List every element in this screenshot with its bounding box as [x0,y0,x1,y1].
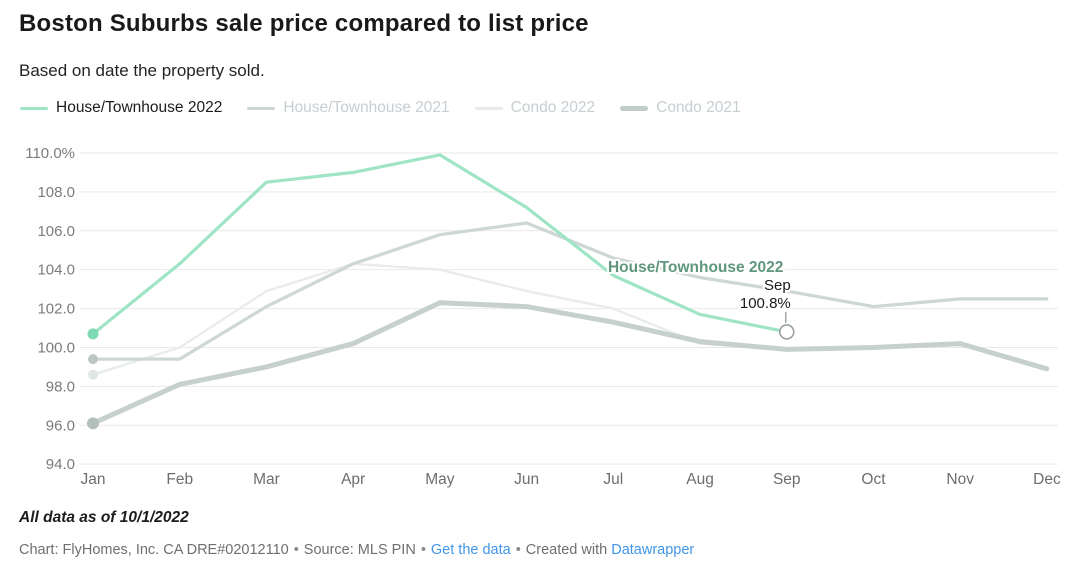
legend-item-condo-2022[interactable]: Condo 2022 [474,99,596,117]
datawrapper-link[interactable]: Datawrapper [611,542,695,558]
page-title: Boston Suburbs sale price compared to li… [19,10,589,37]
legend-label: House/Townhouse 2022 [56,99,223,116]
series-line-house-townhouse-2022 [91,153,789,336]
x-tick-label: May [425,471,455,488]
legend-line-swatch [474,106,503,110]
byline: Chart: FlyHomes, Inc. CA DRE#02012110 [19,542,289,558]
x-tick-label: Nov [946,471,974,488]
legend-label: House/Townhouse 2021 [283,99,450,116]
x-tick-label: Mar [253,471,280,488]
series-line-condo-2021 [90,300,1050,426]
y-axis-labels: 110.0% 108.0 106.0 104.0 102.0 100.0 98.0 96.0 9… [25,145,75,473]
separator-dot: • [420,542,426,558]
y-tick-label: 104.0 [37,262,75,279]
x-axis-labels: Jan Feb Mar Apr May Jun Jul Aug Sep Oct Nov Dec [81,471,1061,488]
y-tick-label: 110.0% [25,145,75,162]
hover-point-marker [778,324,795,340]
series-start-dot-condo-2022 [88,369,98,380]
y-tick-label: 98.0 [46,378,75,395]
created-with-label: Created with [525,542,608,558]
x-tick-label: Apr [341,471,365,488]
series-line-condo-2022 [91,262,788,376]
y-tick-label: 102.0 [37,301,75,318]
series-lines [87,153,1050,430]
x-tick-label: Jun [514,471,539,488]
y-tick-label: 106.0 [37,223,75,240]
x-tick-label: Oct [861,471,886,488]
tooltip-x-label: Sep [764,277,791,294]
legend-line-swatch [20,106,48,110]
series-start-dot-condo-2021 [87,417,99,430]
legend-line-swatch [620,105,649,111]
x-tick-label: Aug [686,471,714,488]
y-tick-label: 94.0 [46,456,75,473]
chart-note: All data as of 10/1/2022 [19,509,189,526]
legend-item-house-townhouse-2022[interactable]: House/Townhouse 2022 [20,99,222,117]
legend-item-condo-2021[interactable]: Condo 2021 [620,99,741,117]
legend-label: Condo 2022 [510,99,596,116]
legend: House/Townhouse 2022 House/Townhouse 2021… [20,99,741,117]
legend-item-house-townhouse-2021[interactable]: House/Townhouse 2021 [247,99,450,117]
separator-dot: • [515,542,521,558]
y-tick-label: 108.0 [37,184,75,201]
tooltip-value-label: 100.8% [740,295,791,312]
x-tick-label: Jul [603,471,623,488]
chart-attribution: Chart: FlyHomes, Inc. CA DRE#02012110 • So… [19,542,694,558]
series-annotation-label: House/Townhouse 2022 [608,259,783,276]
x-tick-label: Sep [773,471,801,488]
gridlines [80,152,1058,465]
separator-dot: • [293,542,299,558]
y-tick-label: 96.0 [46,417,75,434]
x-tick-label: Feb [166,471,193,488]
series-start-dot-house-townhouse-2022 [87,328,99,340]
x-tick-label: Jan [81,471,106,488]
y-tick-label: 100.0 [37,339,75,356]
source-label: Source: MLS PIN [303,542,416,558]
get-the-data-link[interactable]: Get the data [430,542,511,558]
legend-line-swatch [247,106,276,110]
x-tick-label: Dec [1033,471,1061,488]
chart-subtitle: Based on date the property sold. [19,61,265,80]
legend-label: Condo 2021 [656,99,741,116]
series-start-dot-house-townhouse-2021 [88,354,98,365]
